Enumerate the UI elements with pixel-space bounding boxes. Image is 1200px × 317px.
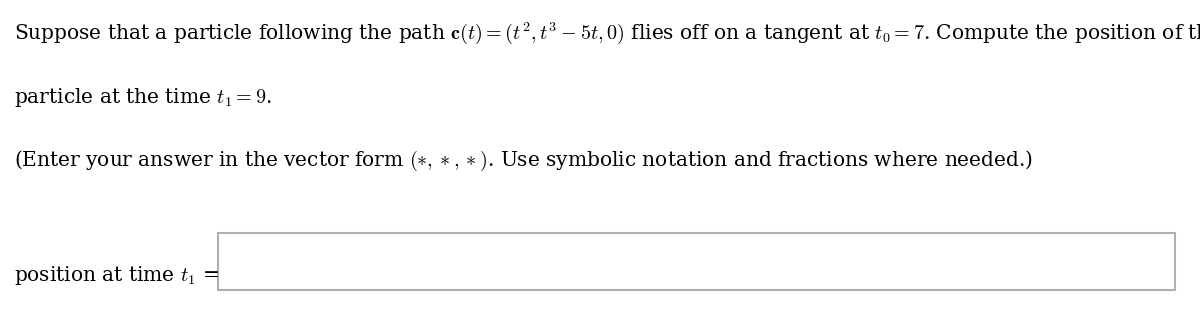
Text: position at time $t_1$ =: position at time $t_1$ =	[14, 264, 220, 287]
Text: (Enter your answer in the vector form $(*,*,*)$. Use symbolic notation and fract: (Enter your answer in the vector form $(…	[14, 149, 1033, 173]
Text: Suppose that a particle following the path $\mathbf{c}(t) = (t^2, t^3 - 5t, 0)$ : Suppose that a particle following the pa…	[14, 21, 1200, 46]
Text: particle at the time $t_1 = 9$.: particle at the time $t_1 = 9$.	[14, 86, 272, 109]
FancyBboxPatch shape	[218, 233, 1175, 290]
